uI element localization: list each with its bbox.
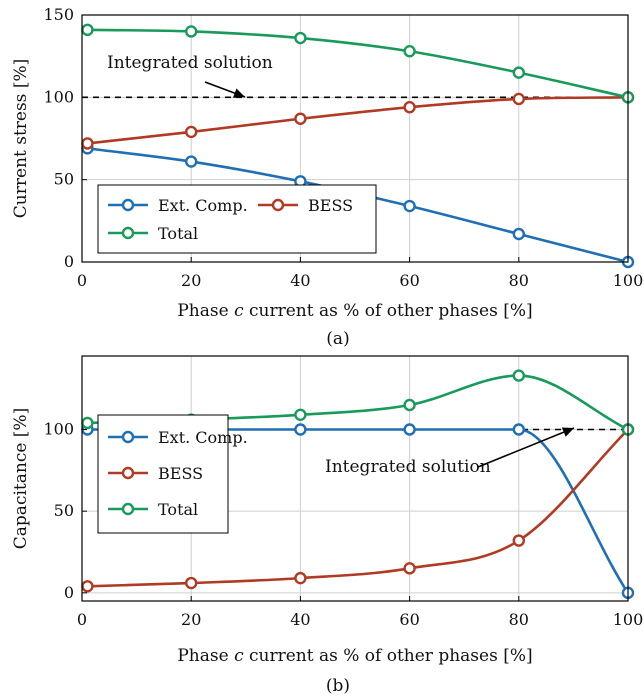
- y-axis-title: Capacitance [%]: [11, 408, 31, 549]
- data-point: [81, 137, 94, 150]
- data-point: [294, 408, 307, 421]
- legend-swatch-marker: [121, 502, 135, 516]
- chart-panel-1: 0 20 40 60 80 100 0 50 100 Capacitance [%] Phase c…: [11, 355, 644, 696]
- legend-item-0: Ext. Comp.: [108, 196, 248, 215]
- legend-swatch-marker: [121, 226, 135, 240]
- x-tick-label: 40: [290, 610, 310, 629]
- annotation-label: Integrated solution: [325, 457, 491, 477]
- data-point: [512, 227, 525, 241]
- data-point: [403, 398, 416, 412]
- x-tick-label: 80: [509, 271, 529, 290]
- x-tick-label: 80: [509, 610, 529, 629]
- annotation-arrowhead: [232, 88, 245, 98]
- data-point: [512, 369, 525, 382]
- data-point: [512, 423, 525, 436]
- x-axis-title: Phase c current as % of other phases [%]: [177, 646, 532, 666]
- data-point: [81, 23, 94, 37]
- legend-item-0: Ext. Comp.: [108, 428, 248, 447]
- data-point: [184, 25, 198, 38]
- legend-swatch-marker: [121, 430, 135, 444]
- data-point: [294, 31, 307, 45]
- legend-label: Ext. Comp.: [158, 196, 248, 215]
- series-1: [81, 91, 635, 150]
- panel-caption: (a): [326, 329, 349, 349]
- data-point: [81, 416, 94, 430]
- legend-item-2: Total: [108, 224, 198, 243]
- x-tick-label: 40: [290, 271, 310, 290]
- legend-swatch-marker: [271, 198, 285, 212]
- y-tick-label: 100: [43, 420, 74, 439]
- data-point: [403, 423, 416, 436]
- data-point: [403, 562, 416, 575]
- legend-label: Total: [158, 500, 198, 519]
- annotation-label: Integrated solution: [107, 53, 273, 73]
- data-point: [294, 112, 307, 125]
- annotation-arrow: [477, 427, 575, 468]
- data-point: [184, 155, 198, 168]
- y-tick-label: 50: [54, 170, 74, 189]
- series-line: [87, 96, 629, 145]
- x-axis-title-part: current as % of other phases [%]: [244, 301, 533, 321]
- legend-swatch-marker: [121, 466, 135, 480]
- legend-item-1: BESS: [258, 196, 353, 215]
- series-2: [81, 23, 635, 104]
- x-axis-title-part: current as % of other phases [%]: [244, 646, 533, 666]
- legend-label: Total: [158, 224, 198, 243]
- annotation-arrowhead: [561, 427, 574, 437]
- legend-label: BESS: [158, 464, 203, 483]
- y-tick-label: 0: [64, 583, 74, 602]
- data-point: [294, 571, 307, 585]
- y-tick-label: 0: [64, 252, 74, 271]
- x-axis-title-part: Phase: [177, 646, 234, 666]
- data-point: [403, 199, 416, 213]
- plot-frame: [81, 355, 629, 602]
- data-point: [81, 580, 94, 593]
- data-point: [403, 45, 416, 58]
- data-point: [184, 576, 198, 590]
- y-tick-label: 100: [43, 87, 74, 106]
- x-tick-label: 60: [399, 271, 419, 290]
- x-axis-title-part: Phase: [177, 301, 234, 321]
- legend-item-1: BESS: [108, 464, 203, 483]
- data-point: [294, 423, 307, 436]
- y-tick-label: 150: [43, 5, 74, 24]
- y-tick-label: 50: [54, 501, 74, 520]
- y-axis-title: Current stress [%]: [11, 59, 31, 218]
- x-axis-title: Phase c current as % of other phases [%]: [177, 301, 532, 321]
- legend-item-2: Total: [108, 500, 198, 519]
- data-point: [403, 101, 416, 114]
- legend: Ext. Comp. BESS Total: [97, 414, 248, 534]
- legend-label: Ext. Comp.: [158, 428, 248, 447]
- series-line: [87, 28, 629, 99]
- x-tick-label: 100: [613, 271, 644, 290]
- plot-frame: [81, 14, 629, 263]
- legend-swatch-marker: [121, 198, 135, 212]
- x-tick-label: 100: [613, 610, 644, 629]
- panel-caption: (b): [326, 676, 350, 696]
- x-axis-title-part: c: [234, 301, 244, 321]
- data-point: [512, 92, 525, 106]
- x-tick-label: 0: [77, 271, 87, 290]
- x-tick-label: 0: [77, 610, 87, 629]
- chart-panel-0: 0 20 40 60 80 100 0 50 100 150 Current stress [%] P…: [11, 5, 643, 349]
- x-axis-title-part: c: [234, 646, 244, 666]
- legend-label: BESS: [308, 196, 353, 215]
- data-point: [512, 534, 525, 547]
- legend-box: [97, 184, 377, 254]
- data-point: [512, 66, 525, 79]
- x-tick-label: 60: [399, 610, 419, 629]
- x-tick-label: 20: [181, 271, 201, 290]
- x-tick-label: 20: [181, 610, 201, 629]
- legend: Ext. Comp. BESS Total: [97, 184, 377, 254]
- data-point: [184, 125, 198, 139]
- series-line: [87, 428, 629, 588]
